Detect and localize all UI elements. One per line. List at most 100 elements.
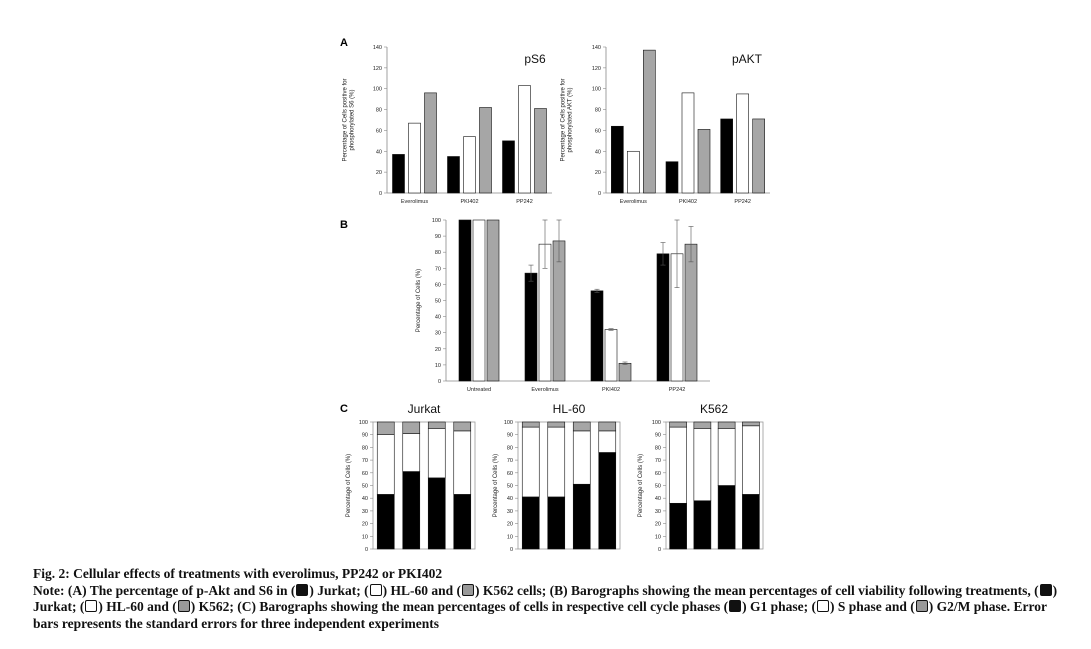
bar-jurkat [447, 156, 460, 194]
bar-g1-phase [717, 485, 736, 550]
y-tick-label: 60 [595, 128, 601, 134]
bar-hl-60 [627, 150, 640, 194]
x-tick-label: PKI402 [679, 199, 697, 205]
x-tick-label: PKI402 [602, 387, 620, 393]
x-tick-label: Everolimus [401, 199, 428, 205]
bar-g1-phase [598, 452, 617, 550]
y-tick-label: 20 [655, 522, 661, 528]
y-axis-label: Percentage of Cells (%) [493, 454, 499, 517]
y-tick-label: 50 [362, 484, 368, 490]
chart-C-K562: 0 10 20 30 40 50 60 70 80 90 100 Percentage of Cell… [638, 402, 764, 553]
y-tick-label: 50 [435, 299, 441, 305]
bar-s-phase [547, 426, 566, 498]
y-tick-label: 70 [435, 266, 441, 272]
y-tick-label: 100 [373, 87, 382, 93]
y-tick-label: 100 [504, 420, 513, 426]
y-tick-label: 140 [373, 45, 382, 51]
bar-s-phase [453, 430, 472, 495]
bar-s-phase [376, 434, 395, 495]
chart-title: Jurkat [408, 402, 441, 416]
s-phase-swatch [816, 600, 829, 612]
bar-k562 [643, 49, 656, 194]
bar-g2-m-phase [669, 421, 687, 428]
y-tick-label: 80 [655, 445, 661, 451]
caption-a-jurkat: ) Jurkat; ( [309, 582, 369, 598]
bar-k562 [534, 108, 547, 194]
hl60-swatch [85, 600, 98, 612]
y-tick-label: 40 [507, 496, 513, 502]
hl60-swatch [369, 583, 382, 596]
bar-g1-phase [427, 477, 446, 550]
bar-g2-m-phase [717, 421, 736, 429]
g1-swatch [729, 600, 742, 612]
bar-k562 [684, 243, 698, 382]
y-tick-label: 30 [435, 331, 441, 337]
x-tick-label: Everolimus [531, 387, 558, 393]
bar-s-phase [717, 428, 736, 486]
y-tick-label: 40 [362, 496, 368, 502]
chart-C-Jurkat: 0 10 20 30 40 50 60 70 80 90 100 Percentage of Cell… [346, 402, 476, 553]
y-tick-label: 20 [595, 170, 601, 176]
y-tick-label: 20 [507, 522, 513, 528]
bar-jurkat [524, 272, 538, 382]
bar-jurkat [611, 125, 624, 194]
bar-jurkat [720, 118, 733, 194]
y-axis-label: phosphorylated AKT (%) [568, 88, 574, 153]
caption-note: Note: (A) The percentage of p-Akt and S6… [33, 583, 1073, 633]
y-tick-label: 70 [655, 458, 661, 464]
bar-g1-phase [376, 494, 395, 550]
y-tick-label: 20 [435, 347, 441, 353]
bar-s-phase [427, 428, 446, 479]
bar-s-phase [693, 428, 712, 502]
panel-letter-c: C [340, 403, 348, 415]
bar-hl-60 [518, 85, 531, 194]
y-tick-label: 120 [373, 66, 382, 72]
y-tick-label: 40 [595, 149, 601, 155]
bar-jurkat [502, 140, 515, 194]
y-tick-label: 0 [438, 379, 441, 385]
panel-letter-a: A [340, 37, 348, 49]
y-tick-label: 60 [507, 471, 513, 477]
y-axis-label: Percentage of Cells (%) [416, 269, 422, 332]
caption-c-g2: ) G2/M phase. Error bars represents the … [33, 599, 1047, 631]
bar-hl-60 [408, 122, 421, 194]
caption-c-g1: ) G1 phase; ( [742, 599, 816, 614]
y-tick-label: 90 [655, 433, 661, 439]
y-tick-label: 10 [655, 534, 661, 540]
y-tick-label: 80 [362, 445, 368, 451]
y-tick-label: 60 [376, 128, 382, 134]
y-tick-label: 90 [362, 433, 368, 439]
bar-g2-m-phase [402, 421, 421, 434]
y-tick-label: 0 [365, 547, 368, 553]
caption-b-jurkat: ) Jurkat; ( [33, 582, 1058, 615]
chart-C-HL60: 0 10 20 30 40 50 60 70 80 90 100 Percentage of Cell… [493, 402, 621, 553]
g2m-swatch [915, 600, 928, 612]
y-tick-label: 0 [379, 191, 382, 197]
caption-a-k562: ) K562 cells; (B) Barographs showing the… [475, 582, 1039, 598]
y-tick-label: 90 [435, 234, 441, 240]
bar-k562 [424, 92, 437, 194]
bar-s-phase [742, 425, 760, 495]
y-tick-label: 70 [507, 458, 513, 464]
bar-g2-m-phase [547, 421, 566, 428]
y-tick-label: 50 [507, 484, 513, 490]
bar-s-phase [521, 426, 540, 498]
caption-b-k562: ) K562; (C) Barographs showing the mean … [190, 599, 729, 614]
jurkat-swatch [1039, 583, 1052, 596]
x-tick-label: PP242 [734, 199, 751, 205]
bar-jurkat [665, 161, 679, 194]
y-tick-label: 100 [359, 420, 368, 426]
y-tick-label: 50 [655, 484, 661, 490]
y-tick-label: 70 [362, 458, 368, 464]
bar-g2-m-phase [453, 421, 472, 432]
bar-g2-m-phase [427, 421, 446, 429]
jurkat-swatch [296, 583, 309, 596]
y-tick-label: 20 [362, 522, 368, 528]
caption-c-s: ) S phase and ( [829, 599, 915, 614]
bar-s-phase [669, 426, 687, 504]
bar-hl-60 [472, 219, 486, 382]
chart-B-viability: 0 10 20 30 40 50 60 70 80 90 100 Percentage of Cell… [416, 218, 710, 393]
chart-A-pAKT: 0 20 40 60 80 100 120 140 Percentage of Cells po… [561, 45, 770, 205]
